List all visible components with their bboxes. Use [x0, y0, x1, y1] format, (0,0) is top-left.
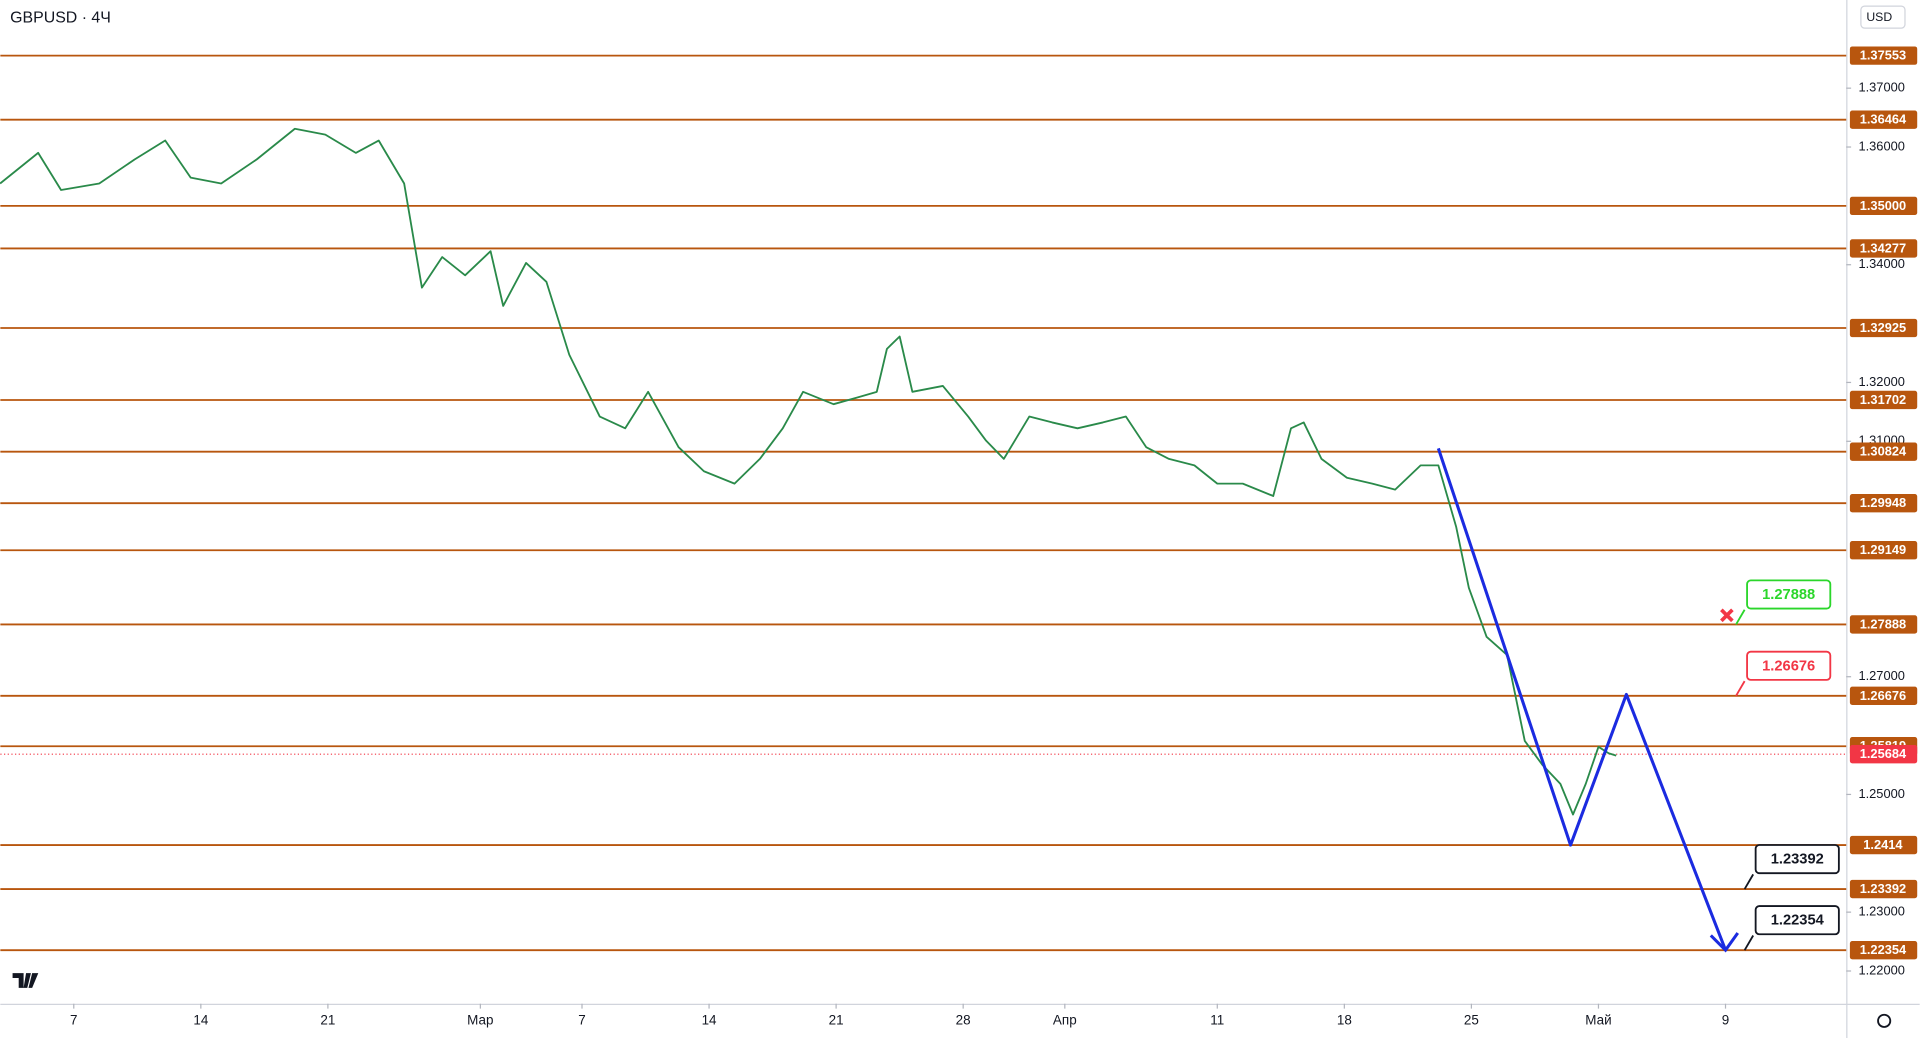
level-label-box: [1849, 442, 1918, 461]
x-tick-label: 9: [1722, 1012, 1729, 1027]
level-label-box: [1849, 940, 1918, 960]
level-label: 1.26676: [1860, 688, 1906, 703]
callout: 1.23392: [1743, 844, 1840, 890]
level-label: 1.36464: [1860, 112, 1907, 127]
x-tick-label: 21: [829, 1012, 844, 1027]
callout-box: [1746, 650, 1832, 681]
callout-box: [1754, 905, 1840, 936]
level-label: 1.32925: [1860, 320, 1906, 335]
x-tick-label: Апр: [1053, 1012, 1077, 1027]
x-tick-label: 7: [578, 1012, 585, 1027]
last-price-label: 1.25684: [1860, 746, 1907, 761]
level-label-box: [1849, 541, 1918, 560]
callout-label: 1.23392: [1771, 852, 1824, 868]
level-label-box: [1849, 196, 1918, 216]
level-label: 1.23392: [1860, 881, 1906, 896]
y-tick-label: 1.27000: [1858, 668, 1904, 683]
y-tick-label: 1.22000: [1858, 962, 1904, 977]
level-label: 1.35000: [1860, 198, 1906, 213]
level-label-box: [1849, 686, 1918, 705]
callout-tail: [1735, 609, 1746, 625]
level-label-box: [1849, 239, 1918, 258]
level-label: 1.22354: [1860, 942, 1907, 957]
level-label: 1.37553: [1860, 48, 1906, 63]
y-tick-label: 1.34000: [1858, 256, 1904, 271]
level-label-box: [1849, 494, 1918, 513]
callout: 1.22354: [1743, 905, 1840, 951]
price-line: [0, 127, 1617, 816]
level-label-box: [1849, 110, 1918, 129]
x-tick-label: 18: [1337, 1012, 1352, 1027]
callout-box: [1746, 579, 1832, 610]
callout-box: [1754, 844, 1840, 875]
settings-button[interactable]: [1877, 1013, 1892, 1028]
y-tick-label: 1.25000: [1858, 786, 1904, 801]
level-label-box: [1849, 615, 1918, 634]
y-tick-label: 1.32000: [1858, 374, 1904, 389]
logo-shape: [12, 973, 39, 988]
symbol-title: GBPUSD · 4Ч: [10, 10, 111, 27]
level-label: 1.27888: [1860, 616, 1906, 631]
level-label: 1.30824: [1860, 444, 1907, 459]
x-tick-label: Мар: [467, 1012, 493, 1027]
axes: 1.370001.360001.340001.320001.310001.270…: [70, 46, 1918, 1027]
x-tick-label: 11: [1210, 1012, 1224, 1027]
x-tick-label: 25: [1464, 1012, 1479, 1027]
callout-label: 1.26676: [1762, 658, 1815, 674]
callout-tail: [1743, 873, 1754, 890]
gear-icon[interactable]: [1877, 1013, 1892, 1028]
x-tick-label: 21: [320, 1012, 335, 1027]
callout-label: 1.27888: [1762, 587, 1815, 603]
currency-button-box[interactable]: [1860, 5, 1906, 29]
currency-button[interactable]: USD: [1860, 5, 1906, 29]
callout-tail: [1743, 935, 1754, 951]
tv-logo: [12, 973, 39, 988]
x-tick-label: 7: [70, 1012, 77, 1027]
callout-tail: [1735, 680, 1746, 697]
x-tick-label: 14: [702, 1012, 717, 1027]
plot-area: 1.27888 1.26676 1.23392 1.22354: [0, 54, 1847, 953]
cancel-mark: [1720, 608, 1734, 623]
currency-label[interactable]: USD: [1866, 10, 1892, 24]
level-label: 1.2414: [1863, 837, 1903, 852]
x-tick-label: 28: [956, 1012, 971, 1027]
callout: 1.27888: [1735, 579, 1832, 625]
level-label: 1.29149: [1860, 542, 1906, 557]
callout: 1.26676: [1735, 650, 1832, 697]
x-tick-label: 14: [193, 1012, 208, 1027]
level-label: 1.34277: [1860, 240, 1906, 255]
y-tick-label: 1.36000: [1858, 138, 1904, 153]
callout-label: 1.22354: [1771, 913, 1825, 929]
y-tick-label: 1.23000: [1858, 904, 1904, 919]
level-label-box: [1849, 46, 1918, 65]
last-price-box: [1849, 744, 1918, 764]
projection-arrowhead: [1709, 932, 1739, 953]
level-label: 1.29948: [1860, 495, 1906, 510]
y-tick-label: 1.37000: [1858, 80, 1904, 95]
level-label-box: [1849, 390, 1918, 410]
level-label-box: [1849, 835, 1918, 855]
level-label-box: [1849, 879, 1918, 899]
x-tick-label: Май: [1585, 1012, 1611, 1027]
projection-line: [1436, 447, 1727, 951]
level-label-box: [1849, 318, 1918, 338]
level-label: 1.31702: [1860, 392, 1906, 407]
